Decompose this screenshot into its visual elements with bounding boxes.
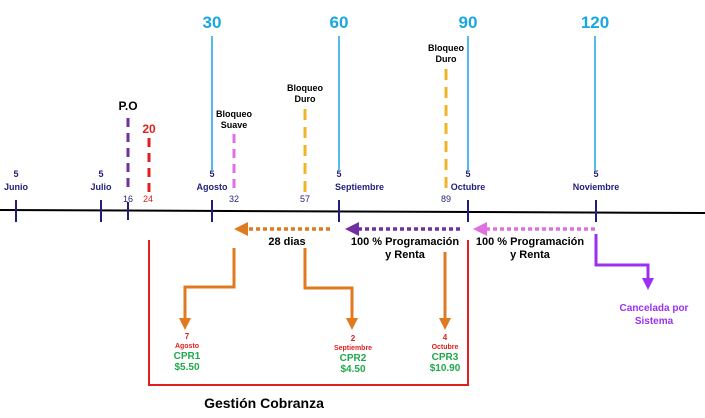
gestion-bracket xyxy=(148,240,469,386)
connector-cancel xyxy=(594,234,654,290)
milestone-120: 120 xyxy=(581,13,609,32)
cpr-amount: $4.50 xyxy=(340,364,365,375)
gestion-cobranza-label: Gestión Cobranza xyxy=(204,395,324,411)
date-day: 5 xyxy=(336,169,341,179)
hard-block1-line2: Duro xyxy=(295,94,316,104)
hard-block2-line2: Duro xyxy=(436,54,457,64)
date-month: Julio xyxy=(90,182,112,192)
prog1-line2: y Renta xyxy=(385,249,426,261)
prog2-line1: 100 % Programación xyxy=(476,236,584,248)
prog2-line2: y Renta xyxy=(510,249,551,261)
cpr-month: Octubre xyxy=(432,344,459,351)
soft-block-day: 32 xyxy=(229,194,239,204)
milestone-90: 90 xyxy=(459,13,478,32)
cpr-name: CPR1 xyxy=(174,351,201,362)
date-day: 5 xyxy=(593,169,598,179)
date-month: Junio xyxy=(4,182,29,192)
date-tick-octubre: 5 Octubre xyxy=(451,169,486,222)
date-tick-julio: 5 Julio xyxy=(90,169,112,222)
cpr1-block: 7 Agosto CPR1 $5.50 xyxy=(174,332,201,373)
connector-cpr2 xyxy=(303,248,358,330)
date-day: 5 xyxy=(465,169,470,179)
po-label: P.O xyxy=(118,99,137,113)
cpr3-block: 4 Octubre CPR3 $10.90 xyxy=(430,333,461,374)
cpr-name: CPR2 xyxy=(340,353,367,364)
date-tick-junio: 5 Junio xyxy=(4,169,29,222)
cpr-name: CPR3 xyxy=(432,352,459,363)
cpr-day: 4 xyxy=(443,333,448,342)
po-day: 16 xyxy=(123,194,133,204)
date-day: 5 xyxy=(13,169,18,179)
date-tick-agosto: 5 Agosto xyxy=(197,169,228,222)
red-day: 24 xyxy=(143,194,153,204)
cpr-month: Septiembre xyxy=(334,345,372,352)
connector-cpr1 xyxy=(179,248,236,330)
hard-block2-day: 89 xyxy=(441,194,451,204)
milestone-30: 30 xyxy=(203,13,222,32)
hard-block2-line1: Bloqueo xyxy=(428,43,464,53)
cpr-day: 7 xyxy=(185,332,190,341)
cancel-line1: Cancelada por xyxy=(620,303,689,314)
hard-block1-line1: Bloqueo xyxy=(287,83,323,93)
milestone-60: 60 xyxy=(330,13,349,32)
cpr-amount: $5.50 xyxy=(174,362,199,373)
cpr-month: Agosto xyxy=(175,343,199,350)
date-month: Agosto xyxy=(197,182,228,192)
date-day: 5 xyxy=(98,169,103,179)
cpr-amount: $10.90 xyxy=(430,363,461,374)
arrow-28-dias-label: 28 dias xyxy=(268,236,305,248)
cpr2-block: 2 Septiembre CPR2 $4.50 xyxy=(334,334,372,375)
date-month: Octubre xyxy=(451,182,486,192)
soft-block-line1: Bloqueo xyxy=(216,109,252,119)
prog1-line1: 100 % Programación xyxy=(351,236,459,248)
hard-block1-day: 57 xyxy=(300,194,310,204)
timeline-axis xyxy=(0,209,705,214)
date-tick-septiembre: 5 Septiembre xyxy=(335,169,384,222)
cpr-day: 2 xyxy=(351,334,356,343)
soft-block-line2: Suave xyxy=(221,120,248,130)
cancel-line2: Sistema xyxy=(635,316,674,327)
date-month: Septiembre xyxy=(335,182,384,192)
red-top-label: 20 xyxy=(142,122,156,136)
date-tick-noviembre: 5 Noviembre xyxy=(573,169,620,222)
date-month: Noviembre xyxy=(573,182,620,192)
date-day: 5 xyxy=(209,169,214,179)
